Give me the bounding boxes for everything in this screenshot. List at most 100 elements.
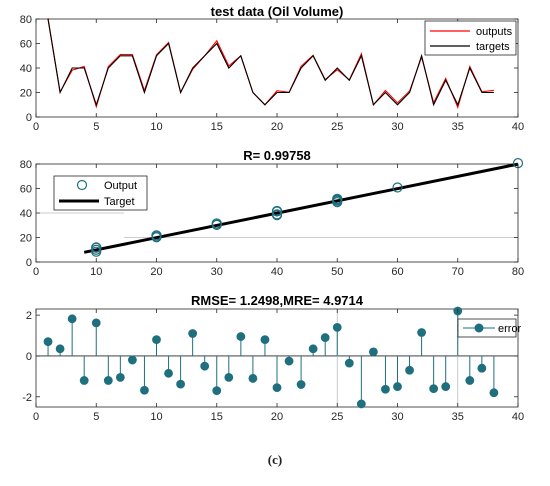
error-marker — [381, 384, 390, 394]
error-marker — [91, 318, 101, 328]
error-marker — [272, 383, 282, 393]
output-point — [332, 193, 343, 204]
error-marker — [200, 361, 210, 371]
panel-regression-ticks: 0 10 20 30 40 50 60 70 80 0 20 40 60 80 — [20, 159, 524, 278]
y-tick-label: 40 — [20, 208, 32, 220]
error-marker — [465, 376, 475, 385]
x-tick-label: 25 — [331, 121, 343, 133]
error-marker — [103, 376, 113, 385]
legend-output-label: Output — [104, 180, 137, 192]
error-marker — [260, 335, 270, 345]
error-marker — [212, 386, 222, 396]
error-marker — [79, 376, 89, 385]
legend-error-marker — [474, 323, 484, 333]
x-tick-label: 15 — [211, 121, 223, 133]
error-marker — [284, 356, 294, 366]
x-tick-label: 5 — [93, 411, 99, 423]
panel-error-legend: error — [457, 318, 522, 338]
error-marker — [67, 314, 77, 324]
error-marker — [344, 358, 354, 368]
error-marker — [127, 355, 137, 365]
legend-output-marker — [76, 179, 88, 191]
output-point — [151, 230, 162, 241]
x-tick-label: 20 — [150, 266, 162, 278]
error-marker — [176, 379, 186, 389]
x-tick-label: 60 — [391, 266, 403, 278]
error-marker — [55, 344, 65, 354]
error-marker — [224, 372, 234, 382]
x-tick-label: 30 — [211, 266, 223, 278]
x-tick-label: 70 — [452, 266, 464, 278]
x-tick-label: 0 — [33, 411, 39, 423]
x-tick-label: 35 — [452, 121, 464, 133]
panel-regression-title: R= 0.99758 — [243, 148, 311, 163]
x-tick-label: 40 — [512, 121, 524, 133]
y-tick-label: 80 — [20, 159, 32, 171]
x-tick-label: 25 — [331, 411, 343, 423]
panel-error-ticks: 0 5 10 15 20 25 30 35 40-202 — [22, 309, 524, 423]
output-point — [211, 218, 222, 229]
x-tick-label: 35 — [452, 411, 464, 423]
y-tick-label: 20 — [20, 233, 32, 245]
x-tick-label: 30 — [391, 121, 403, 133]
legend-box — [53, 175, 148, 211]
panel-test-data-legend: outputs targets — [424, 20, 517, 56]
x-tick-label: 30 — [391, 411, 403, 423]
x-tick-label: 10 — [150, 411, 162, 423]
error-marker — [164, 368, 173, 378]
legend-target-label: Target — [104, 196, 135, 208]
error-marker — [248, 374, 258, 383]
x-tick-label: 20 — [271, 121, 283, 133]
x-tick-label: 10 — [150, 121, 162, 133]
y-tick-label: 80 — [20, 14, 32, 26]
error-marker — [236, 332, 246, 341]
y-tick-label: 60 — [20, 39, 32, 51]
y-tick-label: 0 — [26, 257, 32, 269]
error-marker — [393, 382, 402, 391]
error-marker — [188, 329, 198, 338]
x-tick-label: 0 — [33, 266, 39, 278]
x-tick-label: 40 — [271, 266, 283, 278]
legend-box — [424, 20, 517, 56]
output-point — [392, 182, 403, 193]
error-marker — [43, 337, 53, 347]
error-marker — [115, 372, 125, 382]
error-marker — [368, 347, 378, 357]
panel-test-data: test data (Oil Volume) 0 5 10 15 20 25 30 35 400… — [20, 4, 524, 133]
panel-regression: R= 0.99758 0 10 20 30 40 50 60 70 80 0 20 40 60 80 Ou… — [20, 148, 524, 278]
panel-regression-series — [39, 158, 524, 257]
x-tick-label: 0 — [33, 121, 39, 133]
output-point — [271, 205, 283, 217]
error-marker — [140, 385, 149, 395]
error-marker — [441, 382, 451, 391]
output-point — [91, 242, 102, 253]
panel-regression-legend: Output Target — [53, 175, 148, 211]
x-tick-label: 10 — [90, 266, 102, 278]
panel-test-data-ticks: 0 5 10 15 20 25 30 35 40 0 20 40 60 80 — [20, 14, 524, 133]
x-tick-label: 50 — [331, 266, 343, 278]
legend-error-label: error — [498, 323, 522, 335]
error-marker — [489, 388, 499, 398]
panel-error: RMSE= 1.2498,MRE= 4.9714 0 5 10 15 20 25 30 35 4… — [22, 293, 524, 423]
panel-error-title: RMSE= 1.2498,MRE= 4.9714 — [191, 293, 364, 308]
y-tick-label: 0 — [26, 112, 32, 124]
x-tick-label: 15 — [211, 411, 223, 423]
y-tick-label: 40 — [20, 63, 32, 75]
y-tick-label: 20 — [20, 88, 32, 100]
x-tick-label: 40 — [512, 411, 524, 423]
target-fit-line — [83, 162, 519, 254]
error-marker — [308, 344, 318, 354]
y-tick-label: -2 — [22, 392, 32, 404]
y-tick-label: 0 — [26, 351, 32, 363]
error-marker — [417, 328, 427, 337]
error-marker — [152, 335, 161, 345]
x-tick-label: 80 — [512, 266, 524, 278]
y-tick-label: 60 — [20, 184, 32, 196]
error-marker — [356, 399, 366, 409]
panel-error-series — [36, 306, 518, 409]
legend-outputs-label: outputs — [476, 26, 513, 38]
series-line-targets — [47, 18, 494, 107]
legend-targets-label: targets — [476, 41, 510, 53]
x-tick-label: 20 — [271, 411, 283, 423]
